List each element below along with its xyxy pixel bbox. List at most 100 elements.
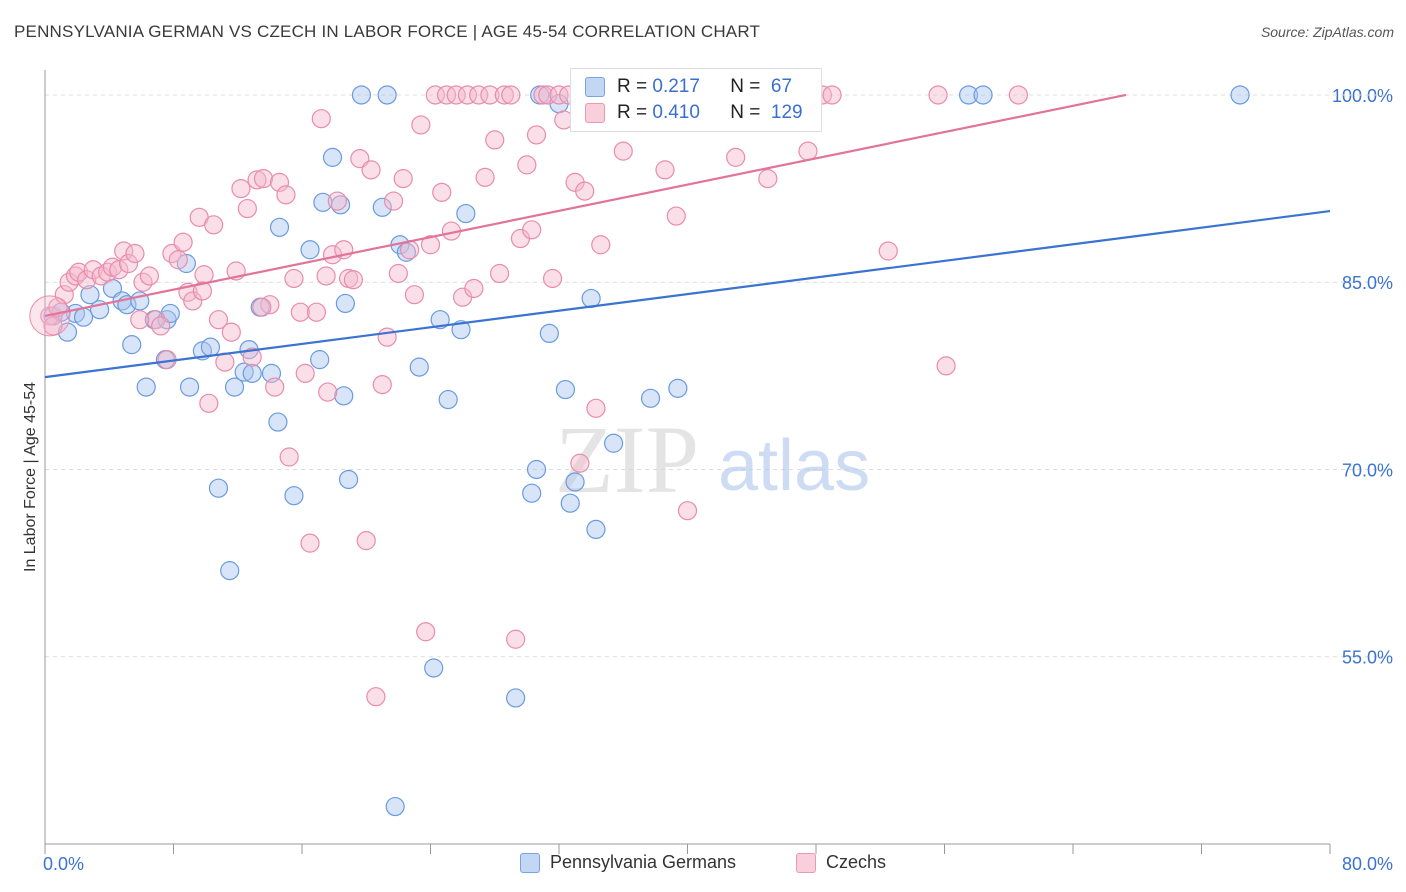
data-point (208, 478, 229, 498)
data-point (183, 291, 203, 311)
data-point (136, 377, 156, 397)
data-point (640, 388, 661, 408)
legend-n-value: 67 (770, 76, 793, 97)
data-point (242, 347, 262, 367)
data-point (604, 433, 624, 453)
data-point (43, 316, 63, 336)
data-point (436, 85, 457, 105)
data-point (231, 178, 251, 199)
chart-title: PENNSYLVANIA GERMAN VS CZECH IN LABOR FO… (14, 22, 761, 41)
data-point (457, 85, 478, 105)
data-point (200, 337, 221, 357)
data-point (215, 352, 235, 372)
x-tick-label: 80.0% (1342, 854, 1393, 874)
data-point (322, 147, 343, 167)
data-point (234, 362, 254, 382)
y-tick-label: 55.0% (1342, 648, 1393, 668)
data-point (284, 486, 304, 506)
data-point (118, 253, 139, 274)
data-point (822, 85, 842, 105)
data-point (469, 85, 489, 105)
data-point (318, 382, 338, 402)
data-point (416, 622, 436, 642)
data-point (311, 109, 331, 129)
data-point (192, 281, 213, 301)
legend-swatch-blue (519, 852, 540, 873)
data-point (300, 240, 320, 260)
data-point (586, 398, 606, 418)
data-point (139, 266, 160, 286)
legend-row-pennsylvania: R = 0.217 N = 67 (585, 75, 792, 99)
data-point (494, 85, 514, 105)
data-point (549, 85, 569, 105)
data-point (424, 658, 444, 678)
y-tick-label: 85.0% (1342, 273, 1393, 293)
data-point (109, 260, 129, 280)
data-point (560, 493, 580, 513)
data-point (204, 215, 224, 235)
data-point (591, 235, 611, 255)
data-point (122, 335, 142, 355)
data-point (409, 357, 429, 377)
data-point (338, 469, 359, 490)
data-point (269, 172, 290, 192)
data-point (77, 270, 97, 290)
data-point (242, 363, 262, 383)
y-axis-label: In Labor Force | Age 45-54 (22, 381, 39, 572)
data-point (489, 263, 510, 284)
data-point (220, 561, 240, 581)
data-point (451, 320, 471, 340)
data-point (253, 169, 274, 189)
y-tick-label: 70.0% (1342, 460, 1393, 480)
data-point (151, 316, 171, 336)
data-point (224, 377, 245, 397)
legend-r-value: 0.217 (652, 76, 700, 97)
data-point (613, 141, 633, 161)
data-point (73, 307, 94, 327)
data-point (393, 169, 413, 189)
data-point (432, 182, 452, 202)
data-point (114, 241, 134, 261)
data-point (327, 191, 347, 211)
legend-row-czechs: R = 0.410 N = 129 (585, 101, 803, 125)
data-point (570, 453, 590, 473)
data-point (199, 393, 219, 413)
data-point (295, 363, 315, 383)
legend-n-label: N = (730, 102, 761, 123)
legend-label: Czechs (826, 852, 887, 872)
x-tick-label: 0.0% (43, 854, 84, 874)
series-czechs (40, 85, 1028, 707)
series-pennsylvania-germans (43, 85, 1250, 817)
trend-line-pennsylvania-germans (44, 209, 1331, 379)
data-point (179, 377, 200, 397)
data-point (668, 378, 688, 398)
data-point (269, 217, 290, 237)
legend-n-value: 129 (770, 102, 803, 123)
data-point (464, 278, 484, 299)
data-point (555, 379, 576, 400)
data-point (366, 687, 386, 707)
data-point (958, 85, 979, 105)
legend-swatch-pink (796, 852, 817, 873)
data-point (677, 501, 698, 521)
data-point (396, 242, 417, 262)
data-point (361, 160, 381, 180)
data-point (425, 85, 445, 105)
data-point (485, 130, 505, 150)
data-point (372, 197, 392, 217)
data-point (404, 285, 425, 305)
data-point (438, 389, 458, 410)
data-point (456, 203, 476, 224)
data-point (533, 85, 553, 105)
data-point (335, 293, 355, 314)
data-point (330, 195, 351, 215)
legend-label: Pennsylvania Germans (549, 852, 737, 872)
data-point (300, 533, 320, 553)
data-point (247, 170, 267, 190)
data-point (316, 266, 336, 286)
data-point (522, 220, 542, 240)
data-point (252, 297, 272, 317)
data-point (173, 232, 193, 252)
data-point (268, 412, 288, 432)
